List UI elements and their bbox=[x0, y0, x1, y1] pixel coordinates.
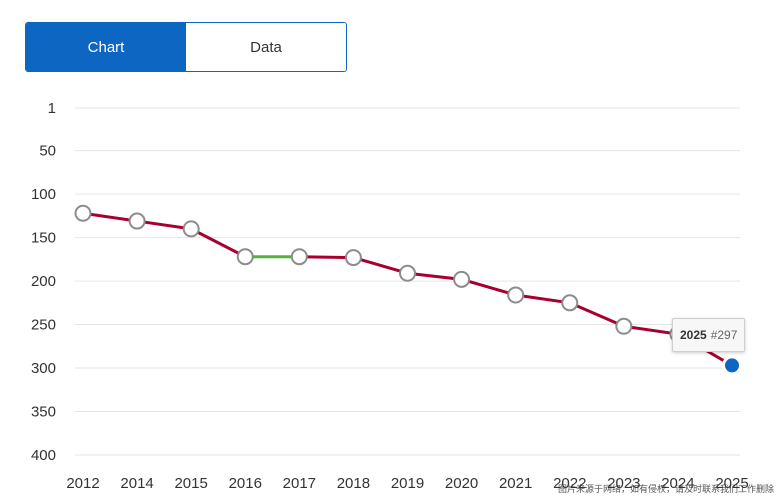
y-tick-label: 350 bbox=[31, 404, 56, 421]
x-tick-label: 2023 bbox=[607, 475, 640, 492]
x-tick-label: 2020 bbox=[445, 475, 478, 492]
y-tick-label: 1 bbox=[48, 100, 56, 117]
data-point[interactable] bbox=[290, 248, 308, 266]
data-point[interactable] bbox=[74, 204, 92, 222]
data-point-selected[interactable] bbox=[723, 356, 741, 375]
line-segment bbox=[514, 293, 572, 305]
data-point[interactable] bbox=[182, 220, 200, 238]
series-line bbox=[81, 211, 734, 367]
line-segment bbox=[297, 255, 355, 260]
x-tick-label: 2025 bbox=[715, 475, 748, 492]
data-point[interactable] bbox=[561, 294, 579, 312]
data-point[interactable] bbox=[236, 248, 254, 266]
data-point[interactable] bbox=[399, 264, 416, 282]
x-tick-label: 2015 bbox=[174, 475, 207, 492]
line-segment bbox=[622, 324, 680, 336]
data-point[interactable] bbox=[344, 249, 362, 267]
line-segment bbox=[568, 301, 626, 328]
line-segment bbox=[135, 219, 193, 231]
view-toggle: Chart Data bbox=[25, 22, 347, 72]
line-segment bbox=[81, 211, 139, 223]
y-tick-label: 300 bbox=[31, 360, 56, 377]
x-axis-ticks: 2012 2014 2015 2016 2017 2018 2019 2020 2021 2022… bbox=[66, 475, 748, 492]
x-tick-label: 2018 bbox=[337, 475, 370, 492]
line-segment bbox=[189, 227, 247, 259]
x-tick-label: 2014 bbox=[120, 475, 153, 492]
y-tick-label: 400 bbox=[31, 447, 56, 464]
data-point[interactable] bbox=[128, 212, 146, 230]
series-points bbox=[74, 204, 742, 376]
tooltip-year: 2025 bbox=[680, 328, 707, 342]
x-tick-label: 2022 bbox=[553, 475, 586, 492]
line-segment bbox=[460, 277, 518, 297]
x-tick-label: 2016 bbox=[229, 475, 262, 492]
data-point[interactable] bbox=[507, 286, 525, 304]
tab-data[interactable]: Data bbox=[186, 23, 346, 71]
x-tick-label: 2021 bbox=[499, 475, 532, 492]
y-tick-label: 50 bbox=[39, 143, 56, 160]
tooltip-rank: #297 bbox=[710, 328, 738, 342]
tab-chart[interactable]: Chart bbox=[26, 23, 186, 71]
watermark-text: 图片来源于网络，如有侵权，请及时联系我们工作删除 bbox=[557, 485, 774, 495]
y-tick-label: 100 bbox=[31, 186, 56, 203]
point-tooltip: 2025 #297 bbox=[672, 318, 746, 352]
data-point[interactable] bbox=[453, 270, 471, 288]
y-tick-label: 150 bbox=[31, 230, 56, 247]
line-segment bbox=[351, 256, 409, 275]
x-tick-label: 2024 bbox=[661, 475, 694, 492]
y-tick-label: 250 bbox=[31, 317, 56, 334]
x-tick-label: 2012 bbox=[66, 475, 99, 492]
line-segment bbox=[406, 271, 464, 281]
x-tick-label: 2019 bbox=[391, 475, 424, 492]
y-tick-label: 200 bbox=[31, 273, 56, 290]
data-point[interactable] bbox=[615, 317, 633, 335]
x-tick-label: 2017 bbox=[283, 475, 316, 492]
